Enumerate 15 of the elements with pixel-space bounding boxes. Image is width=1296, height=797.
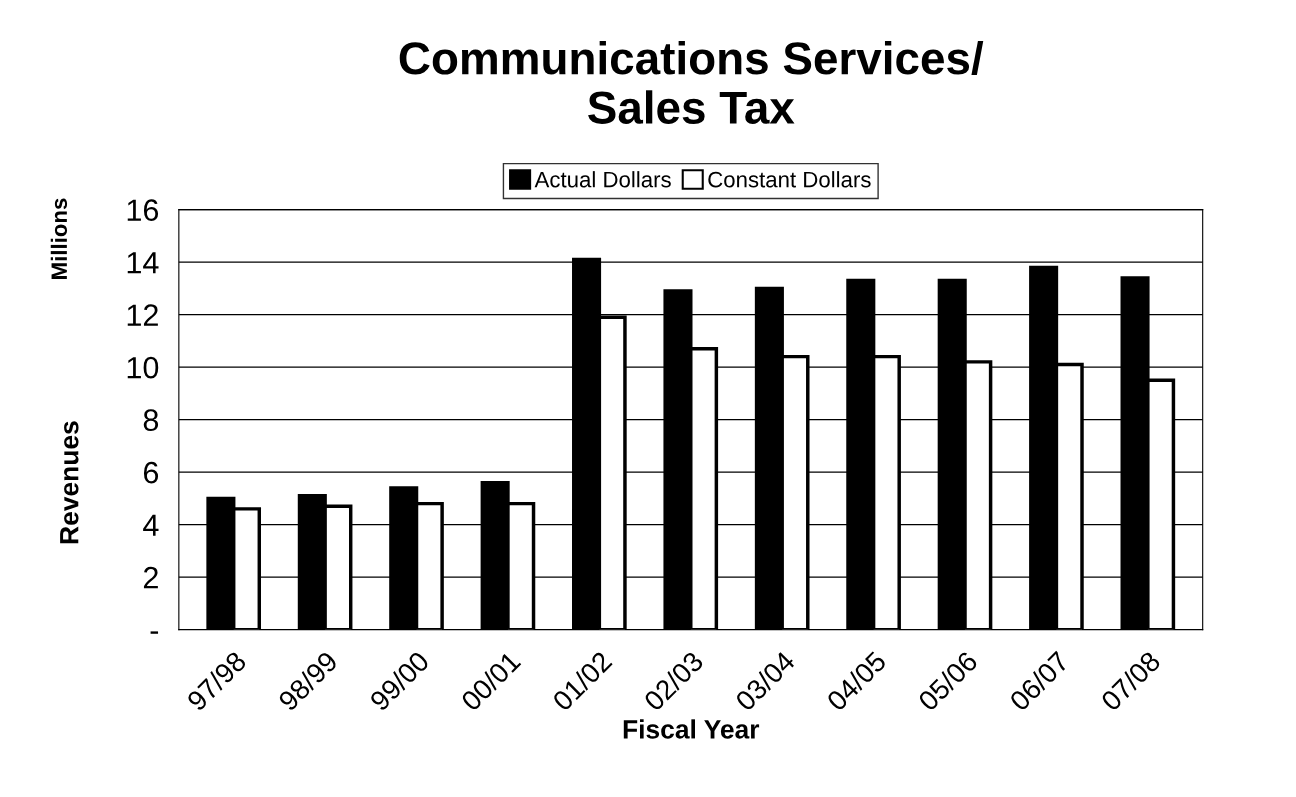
y-tick-label: 14: [127, 252, 159, 274]
y-tick-label: 10: [127, 356, 159, 379]
y-tick-label: 16: [127, 199, 159, 221]
chart-title: Communications Services/ Sales Tax: [399, 40, 984, 124]
y-axis-title: Revenues: [60, 421, 79, 544]
legend-label: Actual Dollars: [534, 171, 671, 188]
y-tick-label: 6: [143, 461, 159, 484]
text: Millions: [50, 198, 68, 279]
y-tick-label: 12: [127, 304, 158, 326]
y-tick-label: 8: [143, 409, 159, 431]
x-axis-title: Fiscal Year: [623, 719, 760, 739]
y-tick-label: -: [150, 631, 159, 634]
y-tick-label: 2: [143, 566, 158, 589]
legend-label: Constant Dollars: [708, 171, 871, 188]
y-tick-label: 4: [143, 514, 159, 536]
